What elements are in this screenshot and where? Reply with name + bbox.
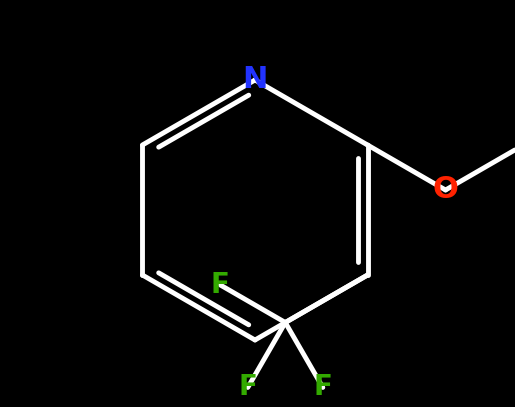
Text: F: F (211, 271, 230, 299)
Text: F: F (238, 374, 258, 401)
Text: N: N (243, 66, 268, 94)
Text: F: F (313, 374, 332, 401)
Text: O: O (433, 175, 458, 204)
